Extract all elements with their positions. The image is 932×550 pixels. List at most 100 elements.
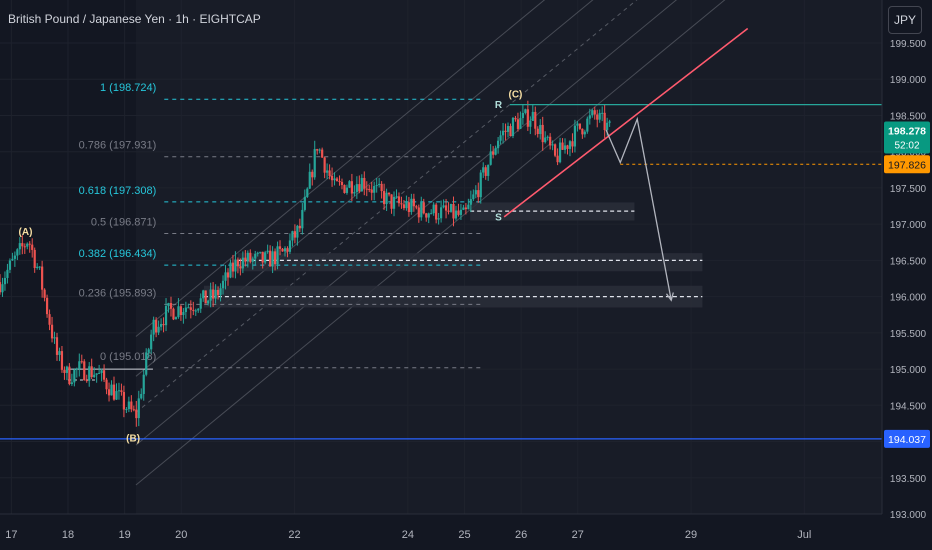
candle-body [90,366,93,378]
candle-body [140,393,143,399]
candle-body [68,366,71,384]
candle-body [11,258,14,261]
candle-body [311,171,314,178]
candle-body [558,142,562,163]
candle-body [63,369,66,373]
candle-body [454,210,458,219]
candle-body [539,124,542,135]
time-tick-label: 27 [572,529,584,541]
candle-body [447,210,450,212]
candle-body [31,244,34,250]
candle-body [506,126,510,132]
fib-level-label: 0.382 (196.434) [79,248,157,260]
candle-body [38,266,41,268]
candle-body [244,257,247,262]
candle-body [494,148,497,155]
price-tick-label: 194.500 [890,401,927,412]
candle-body [501,130,505,136]
candle-body [432,204,435,214]
candle-body [130,401,133,410]
candle-body [606,122,609,131]
candle-body [549,136,552,146]
time-tick-label: 24 [402,529,414,541]
candle-body [581,128,584,135]
candle-body [182,312,185,316]
candle-body [127,401,130,410]
candle-body [301,209,304,229]
trend-line [503,27,749,218]
candle-body [13,255,16,259]
candle-body [330,175,334,181]
candle-body [226,272,230,278]
candle-body [41,266,44,290]
candle-body [417,207,420,218]
projection-path [605,116,672,301]
candle-body [343,185,346,193]
candle-body [224,272,227,281]
candle-body [65,366,69,373]
candle-body [43,289,46,298]
candle-body [593,110,596,115]
candle-body [236,259,240,267]
candle-body [125,409,128,411]
candle-body [33,249,36,268]
candle-body [293,231,296,238]
candle-body [6,269,9,278]
candle-body [561,142,564,150]
candle-body [457,210,460,215]
candle-body [437,218,440,220]
candle-body [239,266,242,269]
candle-body [477,190,480,198]
candle-body [556,155,559,163]
candle-body [249,252,252,262]
countdown-label: 52:02 [894,141,919,152]
target-price-label: 197.826 [888,159,926,171]
candle-body [8,260,12,270]
price-tick-label: 199.000 [890,75,927,86]
candle-body [0,282,2,293]
candle-body [536,128,539,135]
candle-body [405,202,408,209]
support-price-badge [884,429,930,448]
candle-body [256,252,259,254]
candle-body [440,207,443,219]
candle-body [50,324,54,339]
symbol-title: British Pound / Japanese Yen · 1h · EIGH… [8,12,261,26]
price-axis-background [882,0,932,550]
candle-body [568,141,572,149]
candle-body [105,379,108,390]
candle-body [601,112,604,114]
candle-body [251,258,254,262]
currency-button[interactable]: JPY [888,6,922,34]
candle-body [110,384,113,396]
candle-body [283,248,287,252]
candle-body [1,284,4,293]
candle-body [55,337,59,355]
candle-body [80,361,83,363]
candle-body [276,246,279,265]
channel-line [135,0,678,446]
candle-body [350,181,353,194]
candle-body [378,183,381,186]
candle-body [147,349,150,353]
candle-body [137,398,140,419]
candle-body [544,137,547,143]
fib-retracement: 1 (198.724) 0.786 (197.931) 0.618 (197.308… [79,82,482,369]
candle-body [159,324,163,327]
candle-body [469,199,472,205]
wave-label-r: R [495,100,503,111]
fib-level-label: 1 (198.724) [100,82,156,94]
candle-body [281,248,284,252]
wave-label-b: (B) [126,434,140,445]
candle-body [375,185,378,187]
candle-body [546,136,549,138]
candle-body [474,190,477,195]
zone-box [237,253,703,272]
candle-body [514,117,517,120]
candle-body [259,251,262,253]
candle-body [509,126,512,137]
candle-body [75,368,78,370]
support-zones [203,202,703,308]
